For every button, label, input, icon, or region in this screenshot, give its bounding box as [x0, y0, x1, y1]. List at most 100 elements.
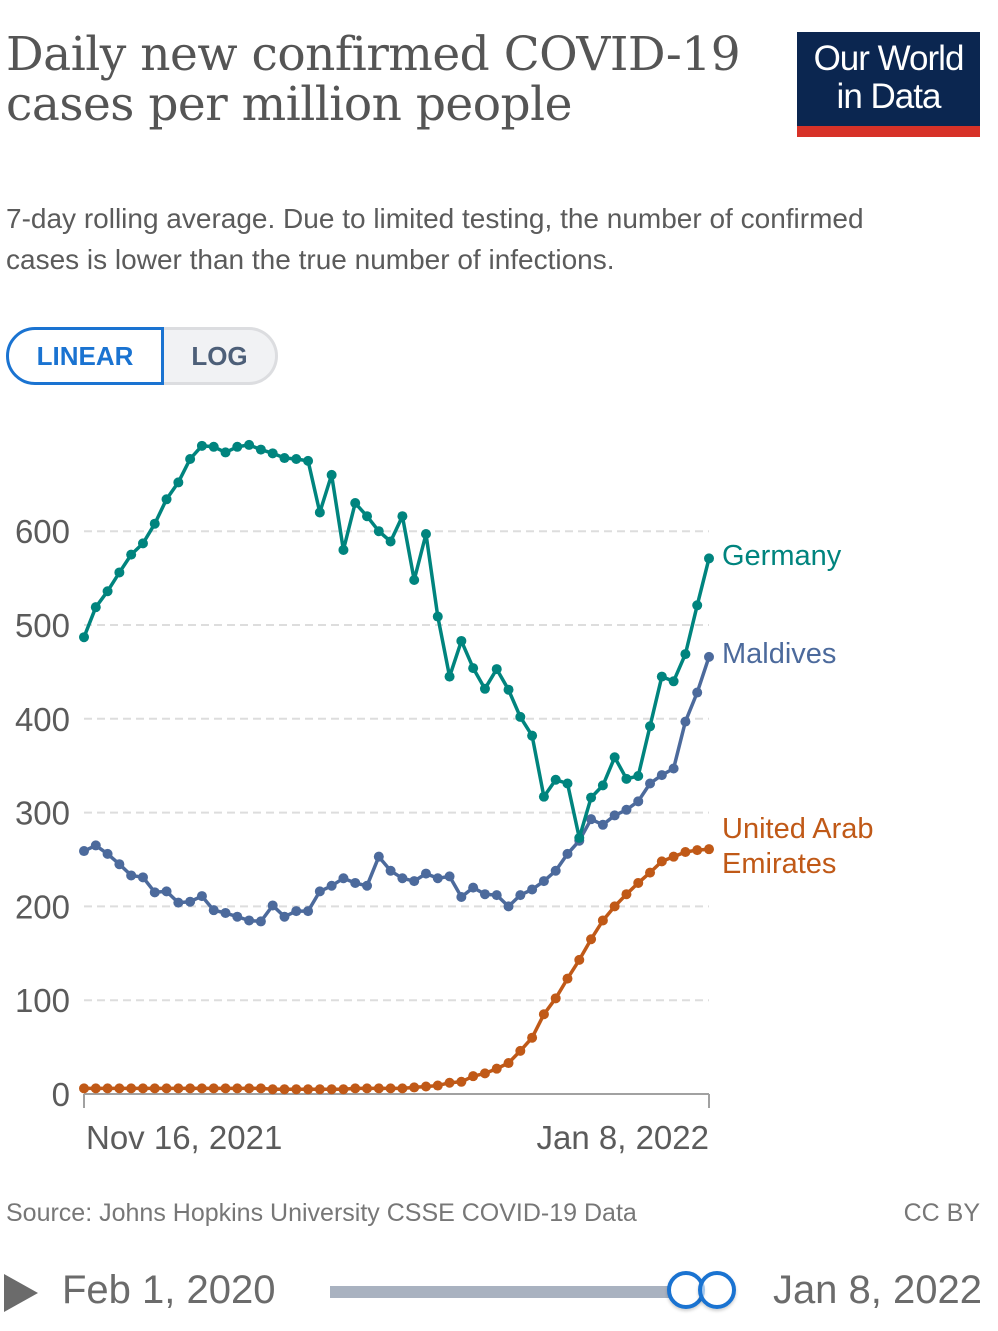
- data-point: [491, 664, 502, 675]
- data-point: [220, 1083, 231, 1094]
- data-point: [468, 663, 479, 674]
- data-point: [373, 526, 384, 537]
- data-point: [562, 848, 573, 859]
- data-point: [597, 780, 608, 791]
- series-line: [82, 443, 711, 840]
- data-point: [185, 896, 196, 907]
- series-united-arab-emirates: [79, 844, 714, 1095]
- logo-text: Our World in Data: [813, 39, 965, 116]
- source-note[interactable]: Source: Johns Hopkins University CSSE CO…: [6, 1199, 637, 1227]
- data-point: [432, 873, 443, 884]
- data-point: [102, 586, 113, 597]
- data-point: [597, 915, 608, 926]
- timeline-control: Feb 1, 2020 Jan 8, 2022: [0, 1262, 998, 1322]
- data-point: [126, 1083, 137, 1094]
- log-scale-button[interactable]: LOG: [164, 327, 278, 385]
- data-point: [633, 796, 644, 807]
- license-link[interactable]: CC BY: [903, 1199, 980, 1227]
- y-tick-label: 500: [15, 607, 70, 644]
- data-point: [621, 889, 632, 900]
- data-point: [338, 544, 349, 555]
- data-point: [656, 770, 667, 781]
- data-point: [456, 635, 467, 646]
- data-point: [456, 892, 467, 903]
- data-point: [656, 856, 667, 867]
- data-point: [90, 1083, 101, 1094]
- y-tick-label: 100: [15, 982, 70, 1019]
- data-point: [432, 1080, 443, 1091]
- data-point: [515, 890, 526, 901]
- data-point: [432, 611, 443, 622]
- data-point: [550, 993, 561, 1004]
- data-point: [527, 730, 538, 741]
- data-point: [538, 1009, 549, 1020]
- data-point: [692, 687, 703, 698]
- data-point: [338, 1084, 349, 1095]
- data-point: [574, 832, 585, 843]
- data-point: [609, 752, 620, 763]
- y-tick-label: 600: [15, 513, 70, 550]
- data-point: [173, 1083, 184, 1094]
- y-tick-label: 300: [15, 795, 70, 832]
- data-point: [621, 804, 632, 815]
- chart-subtitle: 7-day rolling average. Due to limited te…: [6, 203, 864, 275]
- data-point: [385, 536, 396, 547]
- legend-label-germany: Germany: [722, 540, 842, 572]
- data-point: [137, 1083, 148, 1094]
- data-point: [114, 1083, 125, 1094]
- data-point: [704, 553, 714, 564]
- data-point: [362, 880, 373, 891]
- data-point: [196, 1083, 207, 1094]
- y-tick-label: 400: [15, 701, 70, 738]
- data-point: [444, 671, 455, 682]
- data-point: [208, 905, 219, 916]
- data-point: [114, 567, 125, 578]
- data-point: [208, 1083, 219, 1094]
- data-point: [692, 600, 703, 611]
- data-point: [692, 845, 703, 856]
- data-point: [350, 877, 361, 888]
- data-point: [90, 602, 101, 613]
- data-point: [609, 810, 620, 821]
- data-point: [208, 441, 219, 452]
- timeline-track[interactable]: [330, 1286, 700, 1298]
- x-tick-label: Jan 8, 2022: [537, 1119, 709, 1156]
- data-point: [161, 1083, 172, 1094]
- data-point: [185, 1083, 196, 1094]
- data-point: [255, 916, 266, 927]
- legend-label-line: Maldives: [722, 638, 836, 670]
- data-point: [196, 891, 207, 902]
- data-point: [291, 1084, 302, 1095]
- owid-logo[interactable]: Our World in Data: [797, 32, 980, 137]
- data-point: [314, 1084, 325, 1095]
- data-point: [244, 439, 255, 450]
- data-point: [267, 448, 278, 459]
- data-point: [586, 792, 597, 803]
- data-point: [645, 721, 656, 732]
- data-point: [279, 911, 290, 922]
- data-point: [515, 711, 526, 722]
- data-point: [303, 455, 314, 466]
- timeline-end-handle[interactable]: [698, 1271, 736, 1309]
- y-axis-ticks: 0 100 200 300 400 500 600: [15, 513, 70, 1113]
- legend-label-united-arab-emirates: United Arab Emirates: [722, 813, 874, 880]
- data-point: [420, 868, 431, 879]
- data-point: [373, 1083, 384, 1094]
- data-point: [173, 897, 184, 908]
- data-point: [527, 1032, 538, 1043]
- legend-label-line: Germany: [722, 540, 842, 572]
- data-point: [515, 1045, 526, 1056]
- data-point: [314, 886, 325, 897]
- data-point: [656, 671, 667, 682]
- data-point: [645, 778, 656, 789]
- data-point: [503, 901, 514, 912]
- data-point: [550, 865, 561, 876]
- data-point: [173, 477, 184, 488]
- legend-label-maldives: Maldives: [722, 638, 836, 670]
- data-point: [420, 529, 431, 540]
- data-point: [385, 1083, 396, 1094]
- gridlines: [84, 530, 709, 1002]
- linear-scale-button[interactable]: LINEAR: [6, 327, 164, 385]
- play-icon[interactable]: [4, 1274, 38, 1312]
- data-point: [479, 889, 490, 900]
